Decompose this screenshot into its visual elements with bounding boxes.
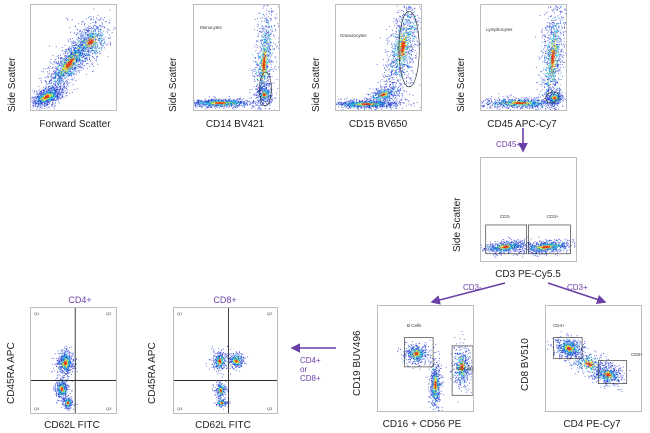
- flow-label-cd3pos: CD3+: [567, 283, 588, 292]
- x-axis-label: CD16 + CD56 PE: [367, 419, 477, 430]
- plot-cd14: [193, 4, 280, 111]
- x-axis-label: CD62L FITC: [168, 420, 278, 431]
- gate-label-cd8pos: CD8+: [631, 352, 643, 357]
- quadrant-label: Q2: [106, 311, 112, 316]
- plot-cd4-quadrant: Q1 Q2 Q3 Q4: [30, 307, 117, 414]
- gate-label-granulocytes: Granulocytes: [340, 33, 367, 38]
- density-plot: Q1 Q2 Q3 Q4: [174, 308, 277, 413]
- density-plot: [31, 8, 116, 110]
- plot-cd8-quadrant: Q1 Q2 Q3 Q4: [173, 307, 278, 414]
- quadrant-label: Q2: [267, 311, 273, 316]
- panel-title: CD8+: [185, 295, 265, 305]
- plot-cd45: [480, 4, 567, 111]
- gate-label-lymphocytes: Lymphocytes: [486, 27, 512, 32]
- flow-label-cd45pos: CD45+: [496, 140, 521, 149]
- gate-label-nk-cells: NK Cells: [456, 366, 474, 371]
- quadrant-label: Q4: [177, 406, 183, 411]
- arrow-cd3-to-cd8: [547, 282, 607, 305]
- x-axis-label: CD4 PE-Cy7: [537, 419, 647, 430]
- quadrant-label: Q1: [177, 311, 183, 316]
- flow-label-cd4-cd8-l1: CD4+: [300, 356, 321, 365]
- plot-cd8: [545, 305, 642, 412]
- plot-cd19: [377, 305, 474, 412]
- quadrant-label: Q3: [267, 406, 273, 411]
- quadrant-label: Q4: [34, 406, 40, 411]
- x-axis-label: CD14 BV421: [180, 119, 290, 130]
- gate-label-monocytes: Monocytes: [200, 25, 222, 30]
- plot-cd15: [335, 4, 422, 111]
- x-axis-label: Forward Scatter: [20, 119, 130, 130]
- density-plot: [481, 5, 566, 110]
- density-plot: [481, 224, 576, 258]
- flow-label-cd4-cd8-l3: CD8+: [300, 374, 321, 383]
- x-axis-label: CD45 APC-Cy7: [467, 119, 577, 130]
- density-plot: [397, 331, 473, 411]
- gate-label-cd4pos: CD4+: [553, 323, 565, 328]
- plot-fsc-ssc: [30, 4, 117, 111]
- density-plot: [546, 331, 631, 392]
- arrow-cd3-to-cd19: [430, 282, 506, 305]
- x-axis-label: CD3 PE-Cy5.5: [473, 269, 583, 280]
- x-axis-label: CD15 BV650: [323, 119, 433, 130]
- gate-label-b-cells: B Cells: [407, 323, 421, 328]
- panel-title: CD4+: [40, 295, 120, 305]
- quadrant-label: Q1: [34, 311, 40, 316]
- flow-label-cd4-cd8-l2: or: [300, 365, 307, 374]
- density-plot: [194, 5, 279, 110]
- plot-cd3: [480, 157, 577, 262]
- quadrant-label: Q3: [106, 406, 112, 411]
- flow-label-cd3neg: CD3-: [463, 283, 482, 292]
- density-plot: Q1 Q2 Q3 Q4: [31, 308, 116, 413]
- density-plot: [336, 5, 421, 110]
- gate-label-cd3pos: CD3+: [547, 214, 559, 219]
- x-axis-label: CD62L FITC: [17, 420, 127, 431]
- gate-label-cd3neg: CD3-: [500, 214, 511, 219]
